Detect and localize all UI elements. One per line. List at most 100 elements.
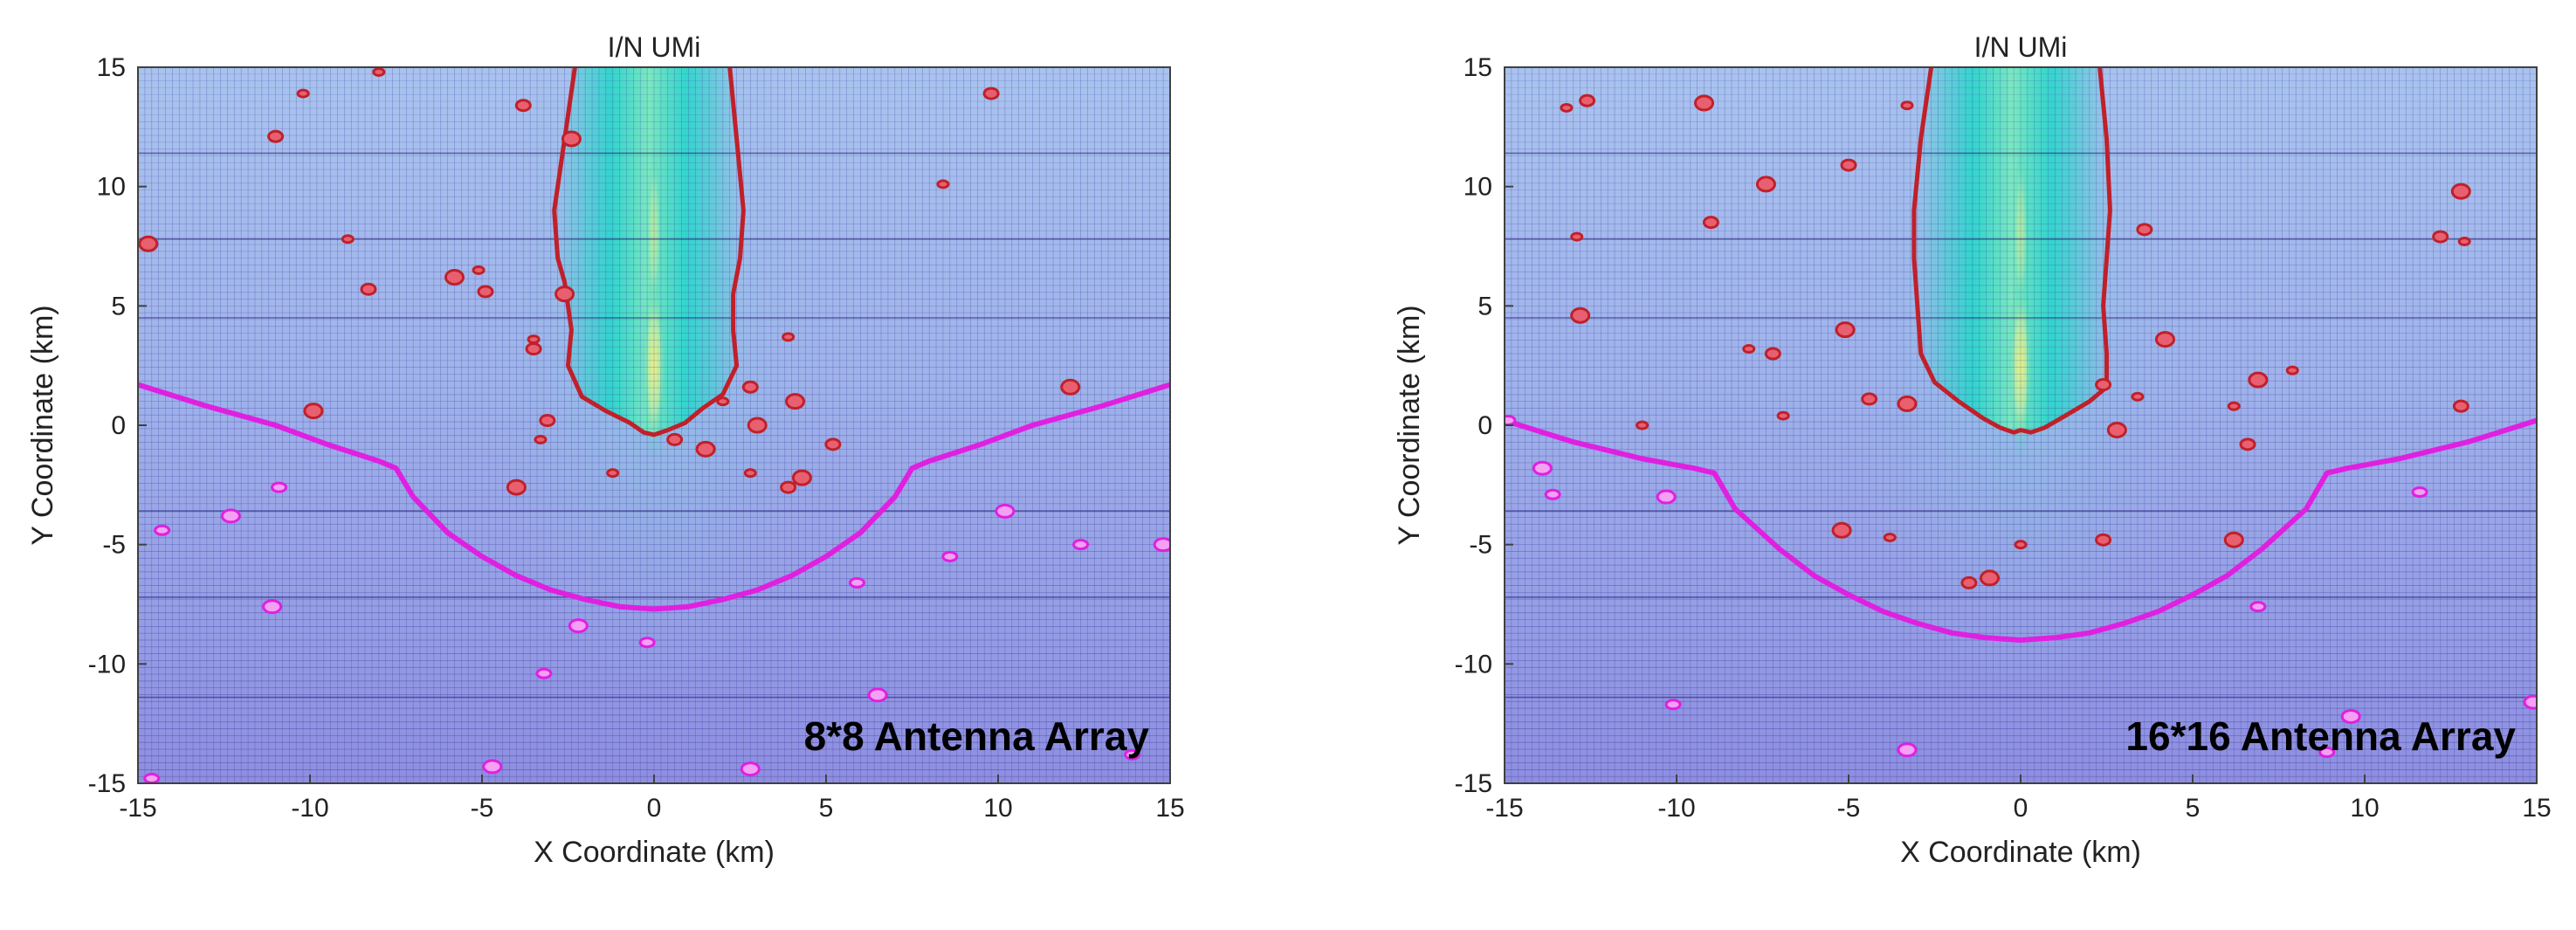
red-contour-blob	[1694, 94, 1715, 112]
beam-hotspot	[2008, 272, 2033, 459]
red-contour-blob	[1835, 321, 1856, 339]
beam-contour	[1911, 67, 2112, 435]
red-contour-blob	[1570, 231, 1584, 242]
y-tick-label: 5	[1477, 292, 1492, 320]
magenta-contour-blob	[2411, 486, 2428, 499]
red-contour-blob	[477, 285, 494, 299]
red-contour-blob	[2239, 437, 2256, 451]
x-tick-label: 10	[2350, 794, 2379, 823]
red-contour-blob	[2095, 533, 2112, 547]
red-contour-blob	[527, 334, 541, 345]
red-contour-blob	[1861, 392, 1878, 406]
mesh-grid	[138, 67, 1170, 783]
magenta-contour-blob	[638, 637, 656, 649]
red-contour-blob	[554, 286, 575, 303]
chart-title: I/N UMi	[1974, 31, 2068, 63]
red-contour-blob	[747, 417, 768, 434]
red-contour-blob	[695, 440, 716, 458]
x-tick-label: -10	[1657, 794, 1695, 823]
x-tick-label: -10	[291, 794, 328, 823]
red-contour-blob	[1900, 100, 1914, 111]
red-contour-blob	[743, 468, 757, 479]
red-contour-blob	[1579, 93, 1596, 107]
red-contour-blob	[1742, 344, 1756, 355]
magenta-contour-blob	[867, 687, 888, 703]
magenta-contour-blob	[1072, 539, 1090, 551]
red-contour-blob	[2432, 230, 2449, 244]
red-contour-blob	[2014, 540, 2028, 550]
red-contour-blob	[534, 434, 548, 444]
y-tick-label: -15	[88, 769, 126, 798]
red-contour-blob	[2154, 331, 2175, 348]
antenna-array-annotation: 8*8 Antenna Array	[804, 713, 1150, 759]
y-tick-label: 15	[1464, 53, 1492, 82]
x-axis-label: X Coordinate (km)	[1900, 836, 2141, 869]
chart-svg-right: -15 -10 -5 0 5 10 15 -15 -10 -5 0 5 10 15 I/N UMi X Coo…	[1393, 31, 2552, 869]
red-contour-blob	[1060, 378, 1081, 396]
x-tick-label: -15	[119, 794, 156, 823]
y-tick-label: -15	[1455, 769, 1492, 798]
magenta-contour-blob	[220, 508, 241, 524]
red-contour-blob	[666, 432, 684, 446]
red-contour-blob	[341, 234, 355, 245]
x-tick-label: -5	[471, 794, 494, 823]
y-axis-label: Y Coordinate (km)	[26, 305, 59, 545]
red-contour-blob	[506, 479, 527, 496]
magenta-contour-blob	[2249, 601, 2267, 613]
red-contour-blob	[791, 469, 812, 486]
magenta-contour-blob	[271, 481, 288, 493]
red-contour-blob	[1776, 410, 1790, 421]
y-tick-label: -5	[102, 531, 126, 560]
beam-hotspot-upper	[646, 148, 662, 320]
red-contour-blob	[982, 86, 1000, 100]
red-contour-blob	[2227, 401, 2241, 411]
magenta-contour-blob	[482, 759, 503, 775]
plot-area	[138, 67, 1170, 783]
x-tick-label: 0	[647, 794, 662, 823]
red-contour-blob	[2452, 399, 2469, 413]
magenta-contour-blob	[568, 618, 589, 634]
red-contour-blob	[716, 396, 730, 407]
red-contour-blob	[2450, 183, 2471, 200]
red-contour-blob	[1883, 532, 1897, 542]
x-tick-label: 0	[2014, 794, 2028, 823]
y-tick-label: -5	[1469, 531, 1492, 560]
y-tick-label: 10	[97, 173, 126, 202]
magenta-contour-blob	[1505, 415, 1517, 427]
red-contour-blob	[2136, 223, 2153, 237]
magenta-contour-blob	[143, 773, 161, 783]
red-contour-blob	[741, 380, 759, 394]
red-contour-blob	[444, 269, 465, 286]
red-contour-blob	[2457, 237, 2471, 247]
magenta-contour-blob	[1544, 488, 1561, 500]
red-contour-blob	[2106, 421, 2127, 438]
x-tick-label: 10	[983, 794, 1012, 823]
magenta-contour-blob	[1532, 460, 1553, 476]
plot-area	[1505, 67, 2537, 783]
red-contour-blob	[1840, 158, 1857, 172]
red-contour-blob	[785, 393, 806, 410]
x-tick-label: 15	[2522, 794, 2551, 823]
red-contour-blob	[1702, 216, 1719, 230]
red-contour-blob	[1960, 575, 1978, 589]
magenta-contour-blob	[1153, 537, 1170, 553]
y-tick-label: 0	[111, 411, 126, 440]
red-contour-blob	[472, 265, 486, 275]
red-contour-blob	[1560, 102, 1574, 113]
magenta-contour-blob	[1664, 699, 1682, 711]
red-contour-blob	[514, 99, 532, 113]
red-contour-blob	[138, 235, 159, 252]
red-contour-blob	[1980, 569, 2001, 587]
red-contour-blob	[782, 332, 796, 342]
y-tick-label: 10	[1464, 173, 1492, 202]
chart-title: I/N UMi	[608, 31, 701, 63]
magenta-contour-blob	[2318, 746, 2336, 758]
magenta-contour-blob	[2340, 708, 2361, 724]
red-contour-blob	[267, 129, 285, 143]
magenta-contour-blob	[1897, 742, 1918, 758]
red-contour-blob	[303, 403, 324, 420]
magenta-contour-blob	[1656, 489, 1677, 505]
y-tick-label: 0	[1477, 411, 1492, 440]
beam-hotspot	[642, 272, 666, 459]
red-contour-blob	[2131, 391, 2145, 402]
